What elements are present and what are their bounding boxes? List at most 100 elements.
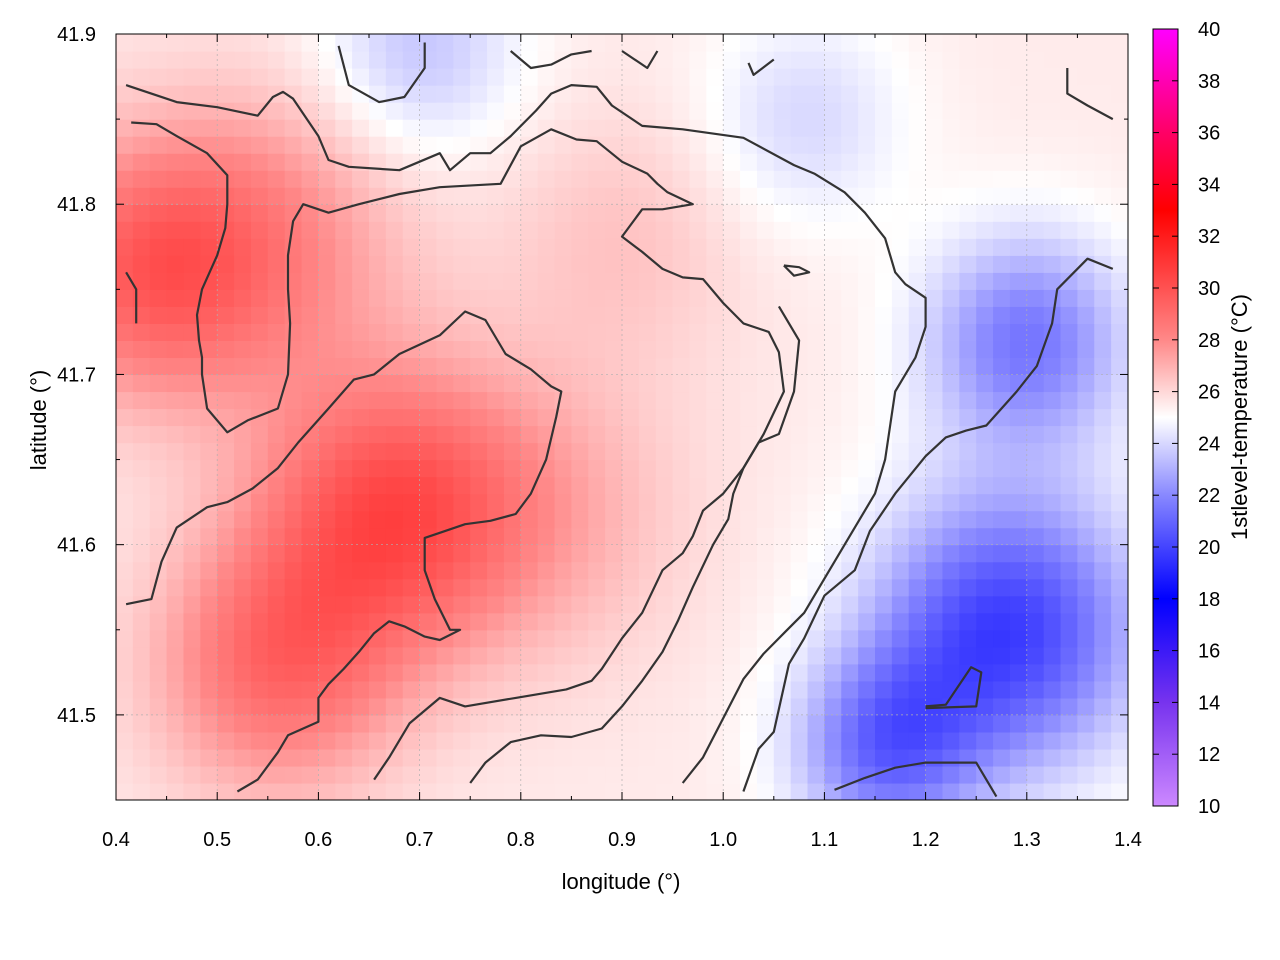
heat-cell bbox=[689, 306, 707, 324]
heat-cell bbox=[318, 544, 336, 563]
x-tick-label: 1.1 bbox=[810, 829, 838, 851]
heat-cell bbox=[959, 323, 977, 341]
heat-cell bbox=[1077, 680, 1095, 699]
heat-cell bbox=[807, 102, 825, 120]
heat-cell bbox=[200, 459, 218, 478]
heat-cell bbox=[470, 255, 488, 273]
heat-cell bbox=[571, 221, 589, 239]
heat-cell bbox=[942, 340, 960, 359]
heat-cell bbox=[1060, 493, 1078, 512]
heat-cell bbox=[740, 527, 758, 546]
heat-cell bbox=[571, 102, 589, 120]
heat-cell bbox=[588, 170, 606, 188]
heat-cell bbox=[993, 204, 1011, 222]
heat-cell bbox=[824, 272, 842, 290]
heat-cell bbox=[723, 204, 741, 222]
heat-cell bbox=[554, 306, 572, 324]
heat-cell bbox=[655, 714, 674, 733]
heat-cell bbox=[723, 765, 741, 784]
heat-cell bbox=[756, 221, 775, 239]
heat-cell bbox=[284, 765, 303, 784]
heat-cell bbox=[369, 731, 387, 750]
heat-cell bbox=[487, 544, 505, 563]
heat-cell bbox=[520, 289, 539, 307]
heat-cell bbox=[1094, 731, 1112, 750]
heat-cell bbox=[1060, 238, 1078, 256]
heat-cell bbox=[807, 748, 825, 767]
heat-cell bbox=[301, 493, 319, 512]
heat-cell bbox=[470, 459, 488, 478]
heat-cell bbox=[166, 391, 185, 410]
heat-cell bbox=[436, 459, 454, 478]
heat-cell bbox=[773, 170, 792, 188]
heat-cell bbox=[588, 102, 606, 120]
heat-cell bbox=[1094, 561, 1112, 580]
heat-cell bbox=[706, 408, 724, 427]
heat-cell bbox=[470, 578, 488, 597]
heat-cell bbox=[149, 323, 168, 341]
heat-cell bbox=[250, 85, 269, 103]
heat-cell bbox=[807, 510, 825, 529]
heat-cell bbox=[352, 493, 370, 512]
heat-cell bbox=[402, 544, 421, 563]
heat-cell bbox=[689, 272, 707, 290]
heat-cell bbox=[487, 442, 505, 461]
heat-cell bbox=[672, 748, 691, 767]
heat-cell bbox=[1043, 697, 1062, 716]
heat-cell bbox=[1111, 136, 1128, 154]
heat-cell bbox=[976, 595, 994, 614]
heat-cell bbox=[706, 68, 724, 86]
heat-cell bbox=[318, 459, 336, 478]
heat-cell bbox=[217, 629, 235, 648]
heat-cell bbox=[571, 255, 589, 273]
heat-cell bbox=[234, 476, 252, 495]
heat-cell bbox=[790, 595, 809, 614]
heat-cell bbox=[369, 119, 387, 137]
heat-cell bbox=[588, 323, 606, 341]
heat-cell bbox=[503, 748, 522, 767]
heat-cell bbox=[672, 612, 691, 631]
heat-cell bbox=[166, 646, 185, 665]
heat-cell bbox=[841, 476, 859, 495]
heat-cell bbox=[470, 425, 488, 444]
heat-cell bbox=[756, 187, 775, 205]
heat-cell bbox=[807, 714, 825, 733]
heat-cell bbox=[959, 238, 977, 256]
heat-cell bbox=[807, 527, 825, 546]
heat-cell bbox=[470, 493, 488, 512]
heat-cell bbox=[183, 714, 201, 733]
heat-cell bbox=[335, 425, 353, 444]
heat-cell bbox=[520, 34, 539, 52]
heat-cell bbox=[503, 765, 522, 784]
heat-cell bbox=[1009, 510, 1028, 529]
heat-cell bbox=[858, 340, 876, 359]
heat-cell bbox=[908, 391, 927, 410]
heat-cell bbox=[638, 85, 657, 103]
heat-cell bbox=[487, 646, 505, 665]
heat-cell bbox=[503, 119, 522, 137]
heat-cell bbox=[453, 289, 471, 307]
heat-cell bbox=[875, 119, 893, 137]
heat-cell bbox=[385, 408, 404, 427]
heat-cell bbox=[976, 782, 994, 800]
heat-cell bbox=[622, 578, 640, 597]
heat-cell bbox=[689, 731, 707, 750]
heat-cell bbox=[537, 289, 556, 307]
heat-cell bbox=[605, 323, 623, 341]
heat-cell bbox=[537, 697, 556, 716]
heat-cell bbox=[166, 323, 185, 341]
heat-cell bbox=[706, 680, 724, 699]
heat-cell bbox=[116, 595, 134, 614]
heat-cell bbox=[925, 51, 944, 69]
heat-cell bbox=[250, 187, 269, 205]
heat-cell bbox=[1111, 748, 1128, 767]
heat-cell bbox=[166, 629, 185, 648]
heat-cell bbox=[1111, 187, 1128, 205]
heat-cell bbox=[183, 561, 201, 580]
heat-cell bbox=[959, 527, 977, 546]
heat-cell bbox=[402, 748, 421, 767]
heat-cell bbox=[824, 255, 842, 273]
heat-cell bbox=[234, 153, 252, 171]
heat-cell bbox=[672, 408, 691, 427]
heat-cell bbox=[116, 170, 134, 188]
